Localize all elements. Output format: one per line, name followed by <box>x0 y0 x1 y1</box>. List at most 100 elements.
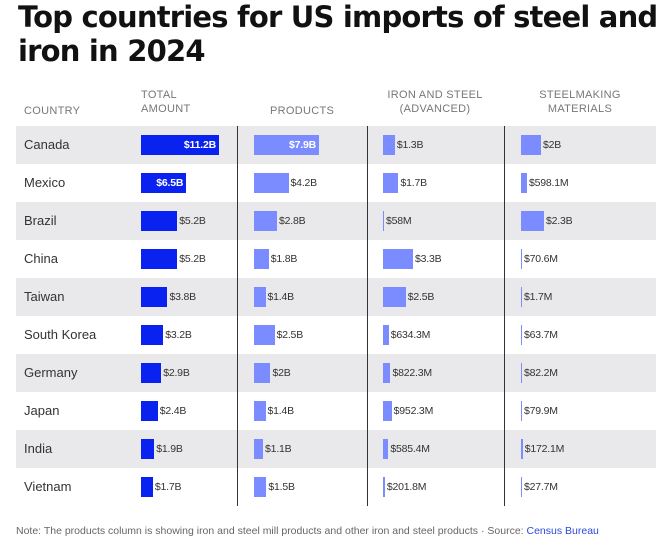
total-bar <box>141 325 164 345</box>
products-value-label: $1.4B <box>267 291 295 303</box>
steelmaking-bar <box>521 173 527 193</box>
products-bar <box>254 287 266 307</box>
header-products: PRODUCTS <box>270 105 335 117</box>
products-bar <box>254 325 275 345</box>
table-row: China <box>16 240 656 278</box>
advanced-value-label: $1.7B <box>400 177 427 189</box>
total-bar <box>141 173 187 193</box>
table-row: Brazil <box>16 202 656 240</box>
steelmaking-bar <box>521 325 522 345</box>
products-value-label: $1.1B <box>265 443 292 455</box>
steelmaking-bar <box>521 363 522 383</box>
footnote: Note: The products column is showing iro… <box>16 525 656 538</box>
steelmaking-bar <box>521 287 522 307</box>
country-name: Brazil <box>24 213 57 228</box>
advanced-value-label: $201.8M <box>386 481 427 493</box>
advanced-bar <box>383 211 384 231</box>
total-bar <box>141 249 178 269</box>
total-bar <box>141 477 153 497</box>
advanced-value-label: $634.3M <box>390 329 431 341</box>
advanced-value-label: $2.5B <box>407 291 435 303</box>
products-value-label: $2.8B <box>279 215 306 227</box>
advanced-bar <box>383 249 413 269</box>
advanced-bar <box>383 363 391 383</box>
advanced-value-label: $822.3M <box>392 367 432 379</box>
advanced-value-label: $1.3B <box>396 139 424 151</box>
advanced-bar <box>383 173 399 193</box>
advanced-bar <box>383 439 389 459</box>
header-steelmaking-line1: STEELMAKING <box>539 89 621 101</box>
total-value-label: $1.9B <box>156 443 183 455</box>
products-bar <box>254 439 264 459</box>
products-value-label: $7.9B <box>288 139 316 151</box>
steelmaking-value-label: $2B <box>543 139 562 151</box>
total-value-label: $1.7B <box>154 481 182 493</box>
products-value-label: $2.5B <box>276 329 304 341</box>
column-divider-2 <box>367 126 368 506</box>
total-bar <box>141 287 168 307</box>
products-value-label: $1.5B <box>268 481 295 493</box>
steelmaking-value-label: $172.1M <box>524 443 565 455</box>
total-value-label: $3.8B <box>169 291 196 303</box>
country-name: Germany <box>24 365 78 380</box>
column-divider-3 <box>504 126 505 506</box>
advanced-value-label: $952.3M <box>393 405 434 417</box>
country-name: Japan <box>24 403 60 418</box>
total-bar <box>141 135 219 155</box>
steelmaking-bar <box>521 135 541 155</box>
header-steelmaking: STEELMAKING MATERIALS <box>510 88 650 116</box>
products-value-label: $2B <box>272 367 291 379</box>
table-row: Taiwan <box>16 278 656 316</box>
steelmaking-value-label: $2.3B <box>546 215 573 227</box>
products-bar <box>254 363 271 383</box>
total-bar <box>141 401 158 421</box>
total-bar <box>141 363 162 383</box>
advanced-bar <box>383 325 389 345</box>
advanced-value-label: $585.4M <box>390 443 430 455</box>
products-value-label: $1.8B <box>270 253 298 265</box>
header-advanced: IRON AND STEEL (ADVANCED) <box>370 88 500 116</box>
header-total: TOTAL AMOUNT <box>141 88 190 116</box>
steelmaking-bar <box>521 401 522 421</box>
steelmaking-value-label: $82.2M <box>524 367 558 379</box>
country-name: Mexico <box>24 175 66 190</box>
country-name: South Korea <box>24 327 97 342</box>
table-row: Mexico <box>16 164 656 202</box>
steelmaking-bar <box>521 249 522 269</box>
advanced-value-label: $58M <box>386 215 412 227</box>
products-value-label: $1.4B <box>267 405 295 417</box>
source-link[interactable]: Census Bureau <box>526 525 599 537</box>
total-value-label: $5.2B <box>179 215 206 227</box>
total-value-label: $6.5B <box>156 177 184 189</box>
products-bar <box>254 173 289 193</box>
advanced-value-label: $3.3B <box>415 253 442 265</box>
country-name: India <box>24 441 53 456</box>
products-bar <box>254 211 278 231</box>
table-row: Japan <box>16 392 656 430</box>
footnote-text: Note: The products column is showing iro… <box>16 525 527 537</box>
steelmaking-value-label: $70.6M <box>524 253 558 265</box>
table-row: Canada <box>16 126 656 164</box>
total-bar <box>141 211 178 231</box>
country-name: Canada <box>24 137 70 152</box>
total-bar <box>141 439 155 459</box>
advanced-bar <box>383 135 395 155</box>
steelmaking-bar <box>521 211 544 231</box>
total-value-label: $5.2B <box>179 253 206 265</box>
steelmaking-value-label: $79.9M <box>524 405 558 417</box>
header-total-line2: AMOUNT <box>141 103 191 115</box>
steelmaking-value-label: $27.7M <box>524 481 558 493</box>
steelmaking-bar <box>521 477 522 497</box>
steelmaking-bar <box>521 439 523 459</box>
country-name: China <box>24 251 58 266</box>
chart-title: Top countries for US imports of steel an… <box>18 0 658 68</box>
products-bar <box>254 477 267 497</box>
total-value-label: $2.9B <box>163 367 190 379</box>
table-row: South Korea <box>16 316 656 354</box>
products-bar <box>254 135 319 155</box>
header-advanced-line1: IRON AND STEEL <box>387 89 483 101</box>
country-name: Vietnam <box>24 479 72 494</box>
total-value-label: $2.4B <box>159 405 187 417</box>
products-bar <box>254 249 269 269</box>
country-name: Taiwan <box>24 289 65 304</box>
